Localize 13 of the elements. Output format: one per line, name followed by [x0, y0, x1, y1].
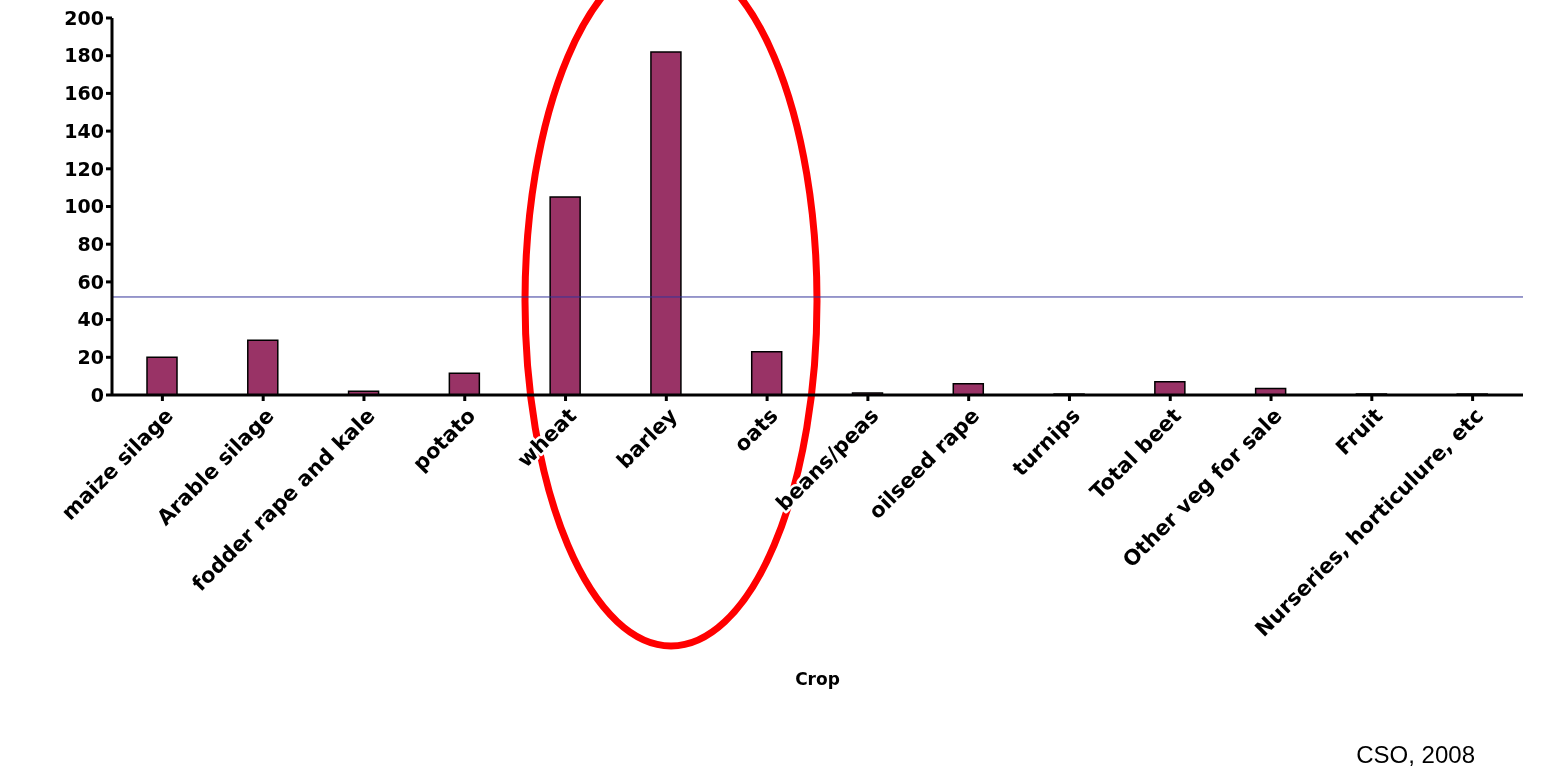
text: CSO, 2008: [1356, 741, 1475, 769]
y-tick-label: 180: [64, 44, 104, 67]
y-tick-label: 200: [64, 6, 104, 29]
y-tick-label: 100: [64, 195, 104, 218]
y-tick-label: 40: [77, 308, 104, 331]
y-tick-label: 0: [90, 383, 104, 406]
y-tick-label: 160: [64, 82, 104, 105]
y-tick-label: 80: [77, 232, 104, 255]
y-tick-label: 120: [64, 157, 104, 180]
y-tick-label: 60: [77, 270, 104, 293]
y-tick-label: 140: [64, 119, 104, 142]
x-axis-title: Crop: [795, 669, 840, 689]
y-tick-label: 20: [77, 346, 104, 369]
